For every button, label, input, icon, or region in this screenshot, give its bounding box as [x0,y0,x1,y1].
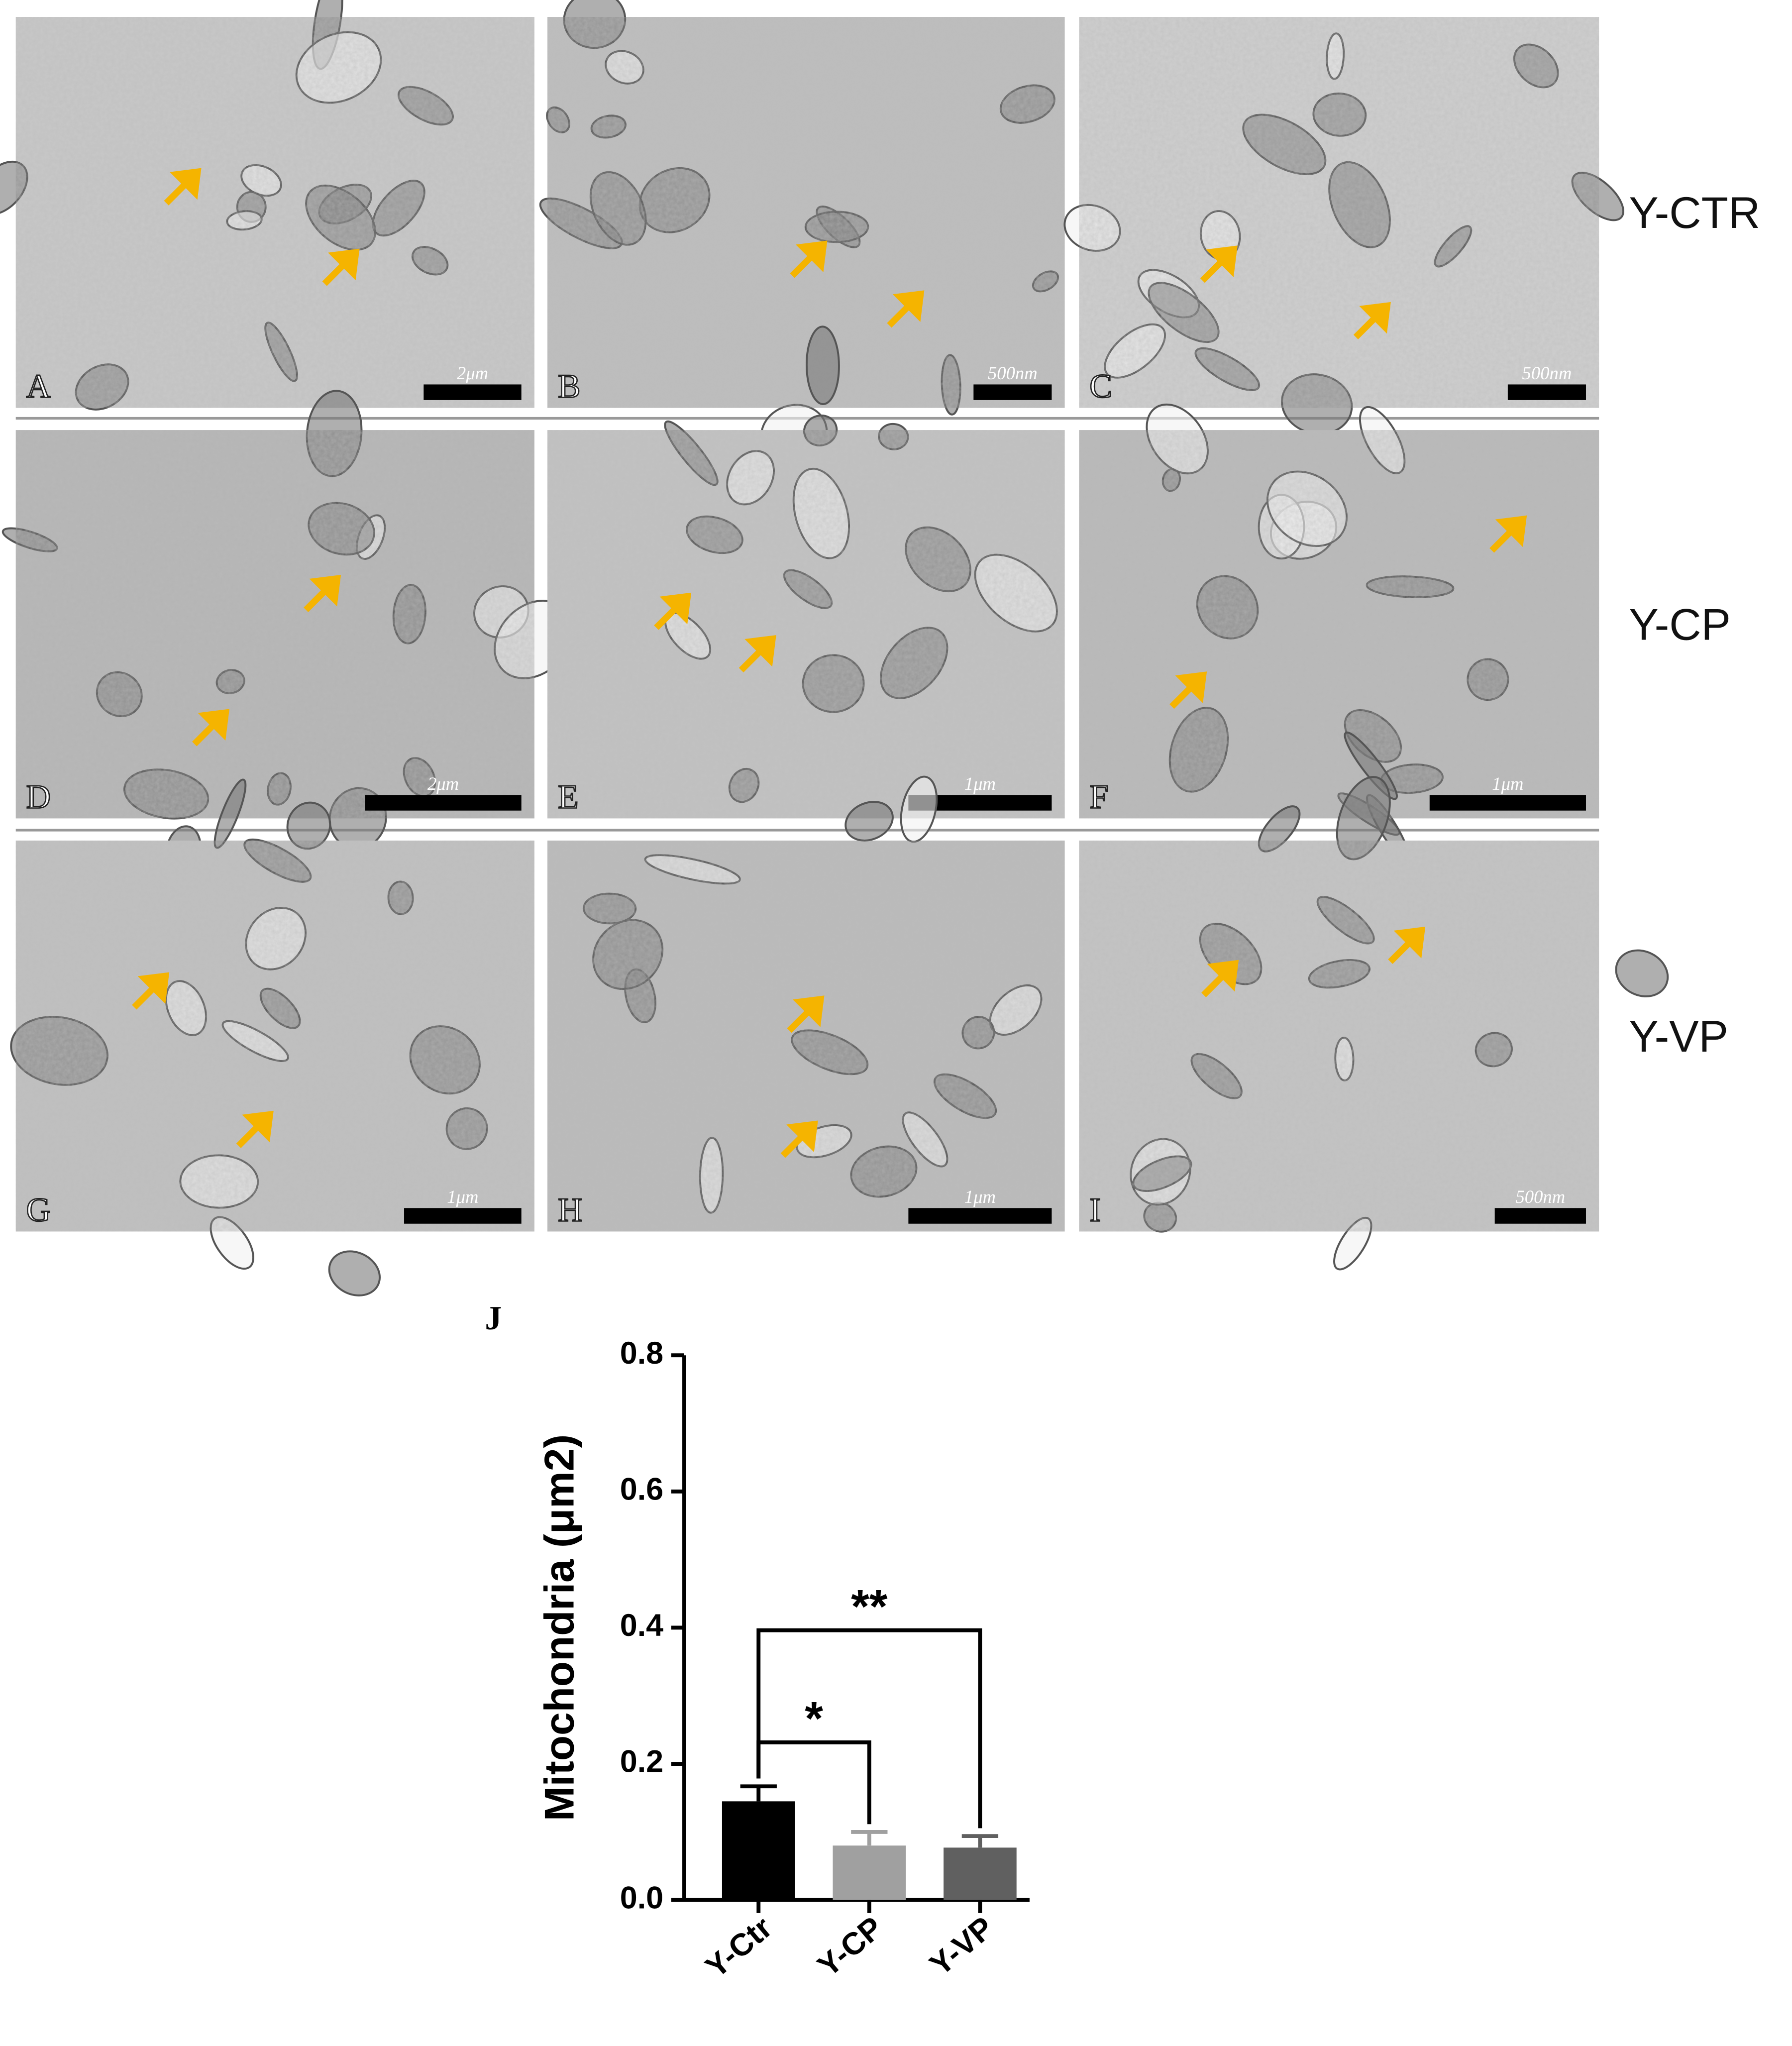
scale-label: 500nm [1515,1186,1565,1207]
texture [547,430,1065,819]
panel-label: B [558,367,580,405]
bar [833,1845,906,1900]
row-label: Y-CTR [1629,188,1760,237]
texture [15,17,534,408]
arrow [192,709,230,747]
panel-label: F [1089,777,1108,815]
significance-bracket [756,1628,982,1829]
scale-bar [1494,1208,1586,1224]
arrow [304,574,341,612]
x-tick-label: Y-CP [811,1910,889,1984]
arrow [1201,960,1239,997]
scale-bar [908,1208,1052,1224]
micrographs: A 2μm B 500nm C 500nm D 2μm E 1μm F 1μm G 1μm H 1μm I 500… [0,0,1760,1296]
arrow [1353,302,1391,339]
panel-label: C [1089,367,1112,405]
scale-label: 1μm [964,1186,996,1207]
arrow [887,290,925,328]
arrow [790,240,828,278]
arrow [322,248,360,286]
y-tick-label: 0.8 [620,1336,663,1371]
y-tick-label: 0.6 [620,1472,663,1507]
arrow [236,1110,274,1148]
y-tick-label: 0.4 [620,1608,663,1643]
scale-label: 500nm [988,363,1038,383]
panel-label: J [485,1299,502,1337]
scale-bar [365,795,522,811]
texture [1079,430,1599,819]
x-tick-label: Y-VP [923,1910,1000,1983]
panel-label: D [26,777,51,815]
panel-label: H [558,1191,582,1229]
texture [1079,840,1599,1232]
x-tick-label: Y-Ctr [699,1910,779,1985]
arrow [787,995,825,1033]
row-label: Y-VP [1629,1011,1728,1061]
texture [15,430,534,819]
organelle [844,801,894,842]
texture [15,840,534,1232]
arrow [164,168,202,206]
arrow [1388,926,1426,964]
scale-label: 1μm [964,773,996,794]
texture [547,17,1065,408]
bar [722,1801,795,1900]
scale-label: 2μm [457,363,488,383]
arrow [1200,245,1238,283]
organelle [1615,949,1669,997]
organelle [328,1250,381,1296]
bar [944,1847,1017,1900]
arrow [132,972,170,1010]
arrow [780,1120,818,1158]
scale-bar [1507,384,1586,400]
panel-label: E [558,777,579,815]
y-tick-label: 0.0 [620,1880,663,1915]
arrow [738,635,776,673]
panel-label: A [26,367,51,405]
y-tick-label: 0.2 [620,1744,663,1779]
scale-bar [404,1208,522,1224]
scale-label: 1μm [447,1186,478,1207]
significance-label: ** [851,1580,888,1632]
arrow [654,592,692,630]
scale-label: 1μm [1492,773,1523,794]
significance-label: * [805,1692,823,1744]
scale-bar [423,384,522,400]
arrow [1489,515,1527,553]
panel-label: I [1089,1191,1101,1229]
scale-label: 500nm [1522,363,1572,383]
scale-label: 2μm [427,773,459,794]
panel-label: G [26,1191,51,1229]
scale-bar [1429,795,1586,811]
y-axis-label: Mitochondria (μm2) [535,1434,582,1821]
texture [1079,17,1599,408]
organelle [806,325,840,406]
arrow [1169,671,1207,709]
row-label: Y-CP [1629,600,1731,649]
texture [547,840,1065,1232]
chart: J 0.0 0.2 0.4 0.6 0.8 Mitochondria (μm2) Y-Ctr Y… [485,1299,1030,1985]
scale-bar [973,384,1052,400]
